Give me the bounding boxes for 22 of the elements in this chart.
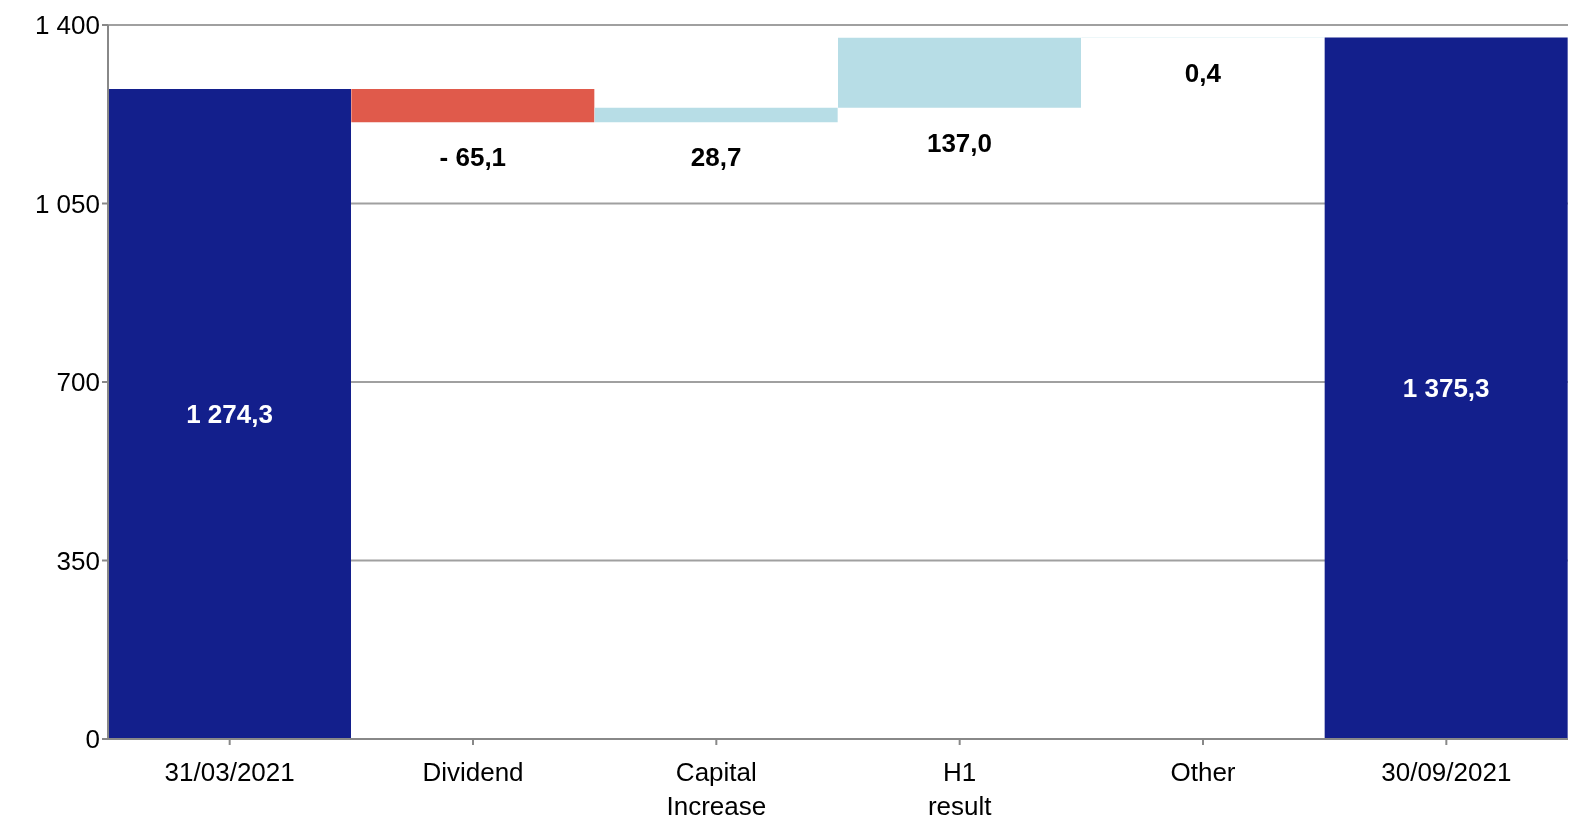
y-tick-label: 700 (56, 367, 100, 398)
x-tick-label: Other (1170, 757, 1236, 787)
bar (108, 89, 351, 739)
data-label: 0,4 (1184, 57, 1222, 88)
bar (838, 37, 1081, 108)
x-tick-label: Dividend (422, 757, 524, 787)
x-tick-label: H1 result (927, 757, 993, 821)
data-label: 1 274,3 (186, 399, 273, 430)
y-tick-label: 1 400 (34, 10, 100, 41)
bar (1324, 37, 1568, 739)
y-tick-label: 1 050 (34, 188, 100, 219)
x-tick-label: 31/03/2021 (164, 757, 295, 787)
bar (594, 107, 838, 123)
y-tick-label: 350 (56, 545, 100, 576)
x-tick-label: 30/09/2021 (1381, 757, 1512, 787)
data-label: 28,7 (690, 142, 742, 173)
data-label: 1 375,3 (1402, 373, 1490, 404)
data-label: - 65,1 (439, 142, 507, 173)
data-label: 137,0 (926, 127, 993, 158)
x-tick-label: Capital Increase (666, 757, 767, 821)
bar (351, 89, 595, 123)
y-tick-label: 0 (85, 724, 100, 755)
